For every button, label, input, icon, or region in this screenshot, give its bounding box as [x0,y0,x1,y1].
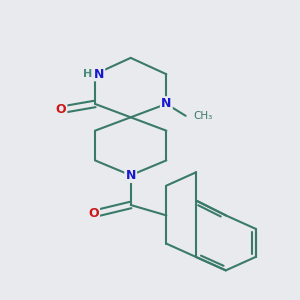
Text: O: O [56,103,66,116]
Text: H: H [83,69,92,79]
Text: CH₃: CH₃ [193,111,212,121]
Text: N: N [161,98,172,110]
Text: N: N [125,169,136,182]
Text: O: O [88,207,99,220]
Text: N: N [94,68,105,81]
